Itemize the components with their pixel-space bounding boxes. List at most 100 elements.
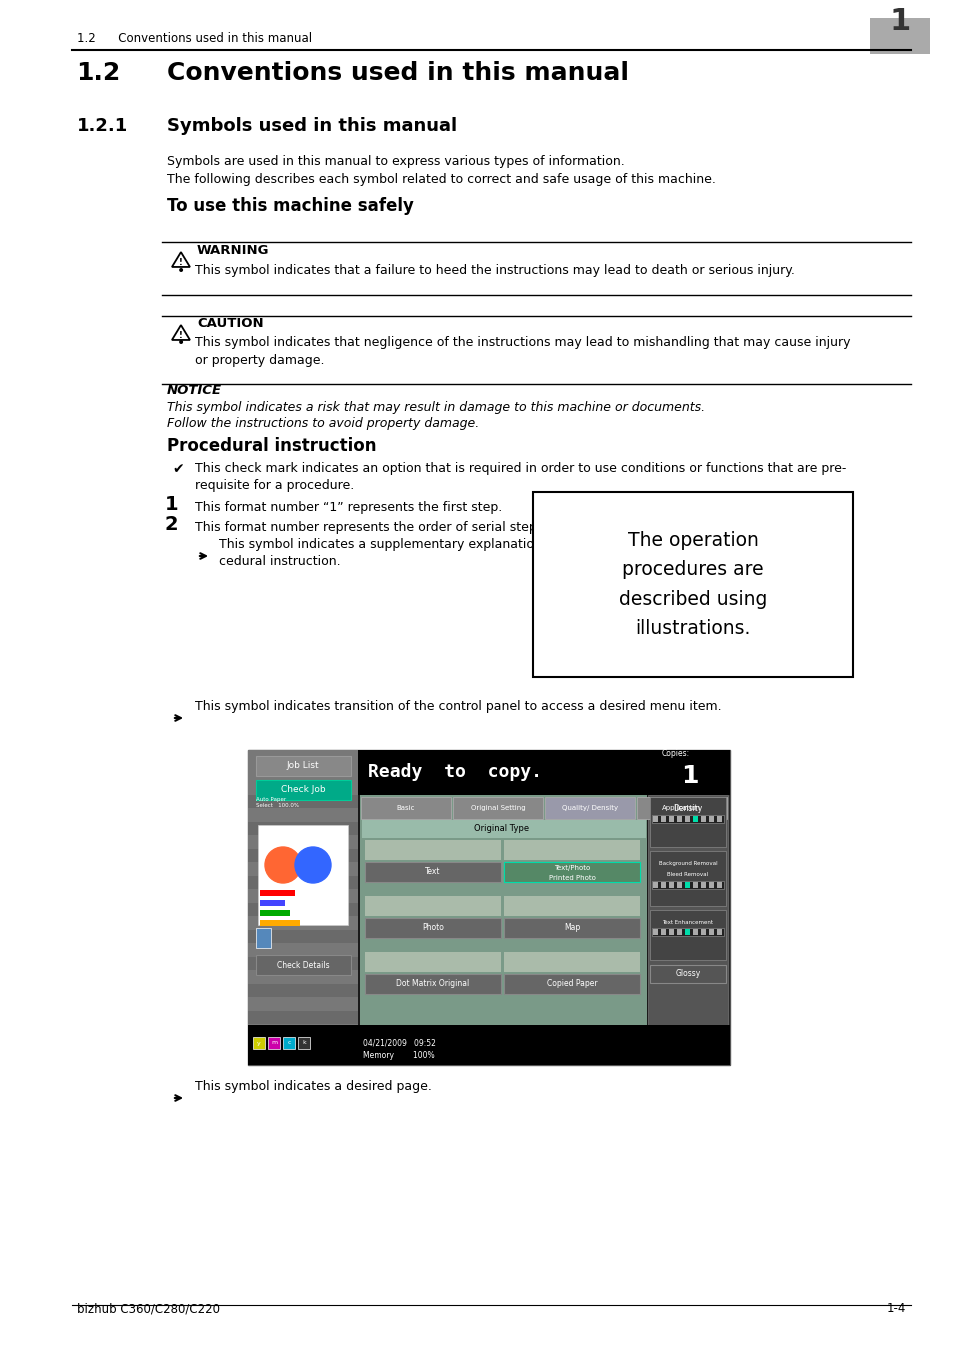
Bar [283,1037,294,1049]
Bar [869,18,929,54]
Bar [647,795,727,1054]
Text: Map: Map [563,923,579,933]
Text: k: k [302,1041,306,1045]
Bar [248,930,357,944]
Text: WARNING: WARNING [196,244,269,256]
Bar [692,882,698,888]
Text: Glossy: Glossy [675,969,700,979]
Text: Ready  to  copy.: Ready to copy. [368,763,541,782]
Bar [651,815,723,824]
Bar [700,929,705,936]
Bar [660,929,665,936]
Bar [361,819,645,838]
Bar [700,882,705,888]
Bar [668,815,673,822]
Bar [248,751,729,1065]
Text: Symbols are used in this manual to express various types of information.: Symbols are used in this manual to expre… [167,155,624,167]
Bar [649,796,725,846]
Bar [260,919,299,926]
Bar [692,929,698,936]
Text: Check Job: Check Job [280,786,325,795]
Text: NOTICE: NOTICE [167,383,222,397]
Bar [700,815,705,822]
Bar [677,929,681,936]
Bar [248,1038,357,1052]
Text: This symbol indicates transition of the control panel to access a desired menu i: This symbol indicates transition of the … [194,701,720,713]
Circle shape [265,846,301,883]
Text: Text/Photo: Text/Photo [552,868,592,876]
Text: 04/21/2009   09:52: 04/21/2009 09:52 [363,1038,436,1048]
Text: Application: Application [661,805,700,811]
Text: This check mark indicates an option that is required in order to use conditions : This check mark indicates an option that… [194,462,845,475]
Bar [255,756,351,776]
Text: Check Details: Check Details [276,960,329,969]
Text: 2: 2 [165,514,178,535]
Bar [684,929,689,936]
Text: 1: 1 [888,7,910,36]
Bar [260,900,285,906]
Text: Quality/ Density: Quality/ Density [561,805,618,811]
Text: 1: 1 [680,764,698,788]
Bar [649,965,725,983]
Text: y: y [257,1041,260,1045]
Text: The operation
procedures are
described using
illustrations.: The operation procedures are described u… [618,531,766,639]
Text: bizhub C360/C280/C220: bizhub C360/C280/C220 [76,1301,219,1315]
Text: Copies:: Copies: [661,749,689,757]
Bar [257,825,348,925]
Text: !: ! [179,258,183,267]
Text: or property damage.: or property damage. [194,354,324,367]
Text: Original Type: Original Type [474,825,529,833]
Text: Original Setting: Original Setting [470,805,525,811]
Bar [684,815,689,822]
Text: Printed Photo: Printed Photo [548,875,595,882]
Text: Procedural instruction: Procedural instruction [167,437,376,455]
Text: m: m [271,1041,276,1045]
Bar [365,840,500,860]
Bar [660,882,665,888]
Bar [453,796,542,819]
Text: Copied Paper: Copied Paper [546,980,597,988]
Bar [503,918,639,938]
Bar [248,751,357,1065]
Text: cedural instruction.: cedural instruction. [219,555,340,568]
Bar [255,780,351,801]
Bar [533,491,852,676]
Text: Conventions used in this manual: Conventions used in this manual [167,61,628,85]
Bar [684,882,689,888]
Text: This symbol indicates that a failure to heed the instructions may lead to death : This symbol indicates that a failure to … [194,265,794,277]
Bar [248,795,357,809]
Bar [365,973,500,994]
Bar [652,815,658,822]
Bar [660,815,665,822]
Text: Memory        100%: Memory 100% [363,1050,435,1060]
Bar [668,882,673,888]
Text: This format number represents the order of serial steps.: This format number represents the order … [194,521,547,535]
Text: !: ! [179,331,183,340]
Bar [248,849,357,863]
Text: Basic: Basic [396,805,415,811]
Text: This format number “1” represents the first step.: This format number “1” represents the fi… [194,501,501,514]
Bar [253,1037,265,1049]
Bar [668,929,673,936]
Bar [708,929,713,936]
Bar [717,882,721,888]
Bar [503,863,639,882]
Bar [365,863,500,882]
Text: This symbol indicates a desired page.: This symbol indicates a desired page. [194,1080,432,1094]
Bar [255,927,271,948]
Bar [248,822,357,836]
Text: 1.2      Conventions used in this manual: 1.2 Conventions used in this manual [76,32,312,45]
Bar [708,882,713,888]
Text: Job List: Job List [287,761,319,771]
Bar [649,910,725,960]
Text: Symbols used in this manual: Symbols used in this manual [167,117,456,135]
Text: c: c [287,1041,291,1045]
Text: Density: Density [673,805,702,814]
Text: Text Enhancement: Text Enhancement [661,919,713,925]
Bar [652,882,658,888]
Text: Text/Photo: Text/Photo [554,865,590,871]
Bar [708,815,713,822]
Bar [544,796,635,819]
Text: requisite for a procedure.: requisite for a procedure. [194,479,354,491]
Bar [717,815,721,822]
